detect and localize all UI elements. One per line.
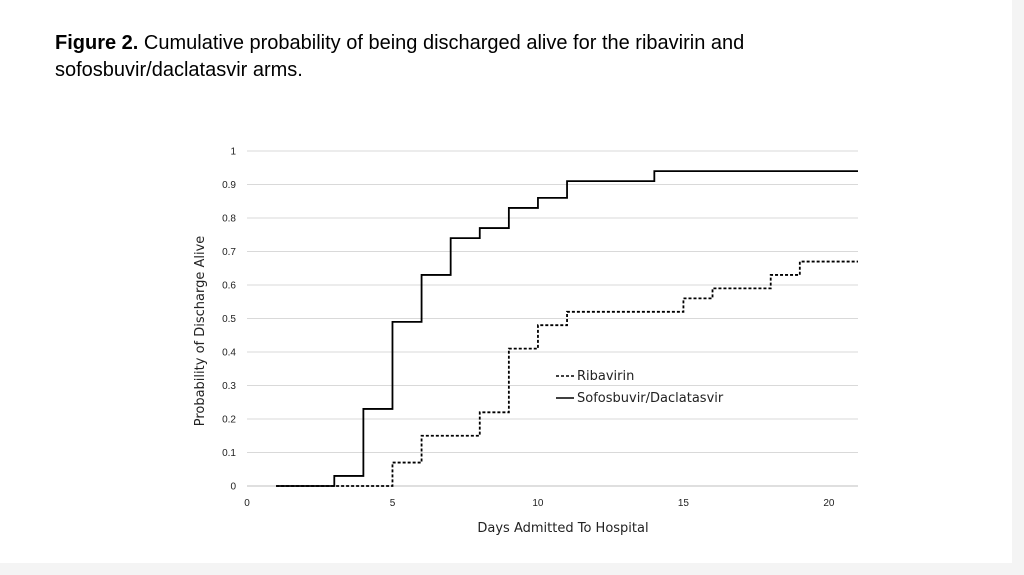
y-tick-label: 0.6 [222, 281, 236, 292]
x-axis-title: Days Admitted To Hospital [477, 521, 648, 536]
y-axis-title: Probability of Discharge Alive [193, 236, 208, 427]
legend-label-ribavirin: Ribavirin [577, 369, 634, 384]
y-tick-label: 0.2 [222, 415, 236, 426]
series-line-ribavirin [276, 260, 858, 487]
x-tick-label: 0 [244, 498, 250, 509]
y-tick-label: 0.3 [222, 381, 236, 392]
series-line-sofosbuvir-daclatasvir [276, 170, 858, 487]
y-tick-label: 1 [230, 147, 236, 158]
gridlines [247, 150, 858, 453]
y-tick-label: 0.9 [222, 180, 236, 191]
series-lines [276, 170, 858, 487]
legend-label-sofosbuvir: Sofosbuvir/Daclatasvir [577, 391, 724, 406]
x-tick-label: 15 [678, 498, 690, 509]
figure-caption-text: Cumulative probability of being discharg… [55, 32, 745, 81]
y-tick-label: 0 [230, 482, 236, 493]
x-tick-labels: 0 5 10 15 20 [244, 498, 835, 509]
y-tick-label: 0.4 [222, 348, 236, 359]
x-tick-label: 10 [532, 498, 544, 509]
figure-caption: Figure 2. Cumulative probability of bein… [55, 30, 815, 84]
y-tick-labels: 0 0.1 0.2 0.3 0.4 0.5 0.6 0.7 0.8 0.9 1 [222, 147, 236, 493]
figure-label: Figure 2. [55, 32, 139, 54]
y-tick-label: 0.7 [222, 247, 236, 258]
x-tick-label: 20 [823, 498, 835, 509]
y-tick-label: 0.8 [222, 214, 236, 225]
y-tick-label: 0.1 [222, 448, 236, 459]
x-tick-label: 5 [390, 498, 396, 509]
slide-background [0, 0, 1012, 563]
y-tick-label: 0.5 [222, 314, 236, 325]
legend: Ribavirin Sofosbuvir/Daclatasvir [556, 369, 724, 406]
